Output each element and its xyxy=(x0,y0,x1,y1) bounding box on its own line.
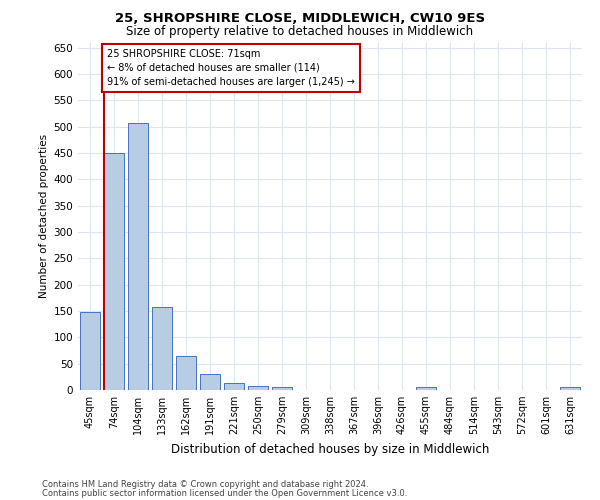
Bar xyxy=(104,153,124,390)
X-axis label: Distribution of detached houses by size in Middlewich: Distribution of detached houses by size … xyxy=(171,442,489,456)
Text: 25 SHROPSHIRE CLOSE: 71sqm
← 8% of detached houses are smaller (114)
91% of semi: 25 SHROPSHIRE CLOSE: 71sqm ← 8% of detac… xyxy=(107,49,355,87)
Bar xyxy=(152,307,172,390)
Bar xyxy=(224,383,244,390)
Bar xyxy=(272,388,292,390)
Y-axis label: Number of detached properties: Number of detached properties xyxy=(39,134,49,298)
Text: Size of property relative to detached houses in Middlewich: Size of property relative to detached ho… xyxy=(127,25,473,38)
Bar xyxy=(416,388,436,390)
Bar xyxy=(80,312,100,390)
Text: Contains public sector information licensed under the Open Government Licence v3: Contains public sector information licen… xyxy=(42,488,407,498)
Bar xyxy=(200,374,220,390)
Bar xyxy=(128,123,148,390)
Text: 25, SHROPSHIRE CLOSE, MIDDLEWICH, CW10 9ES: 25, SHROPSHIRE CLOSE, MIDDLEWICH, CW10 9… xyxy=(115,12,485,26)
Bar xyxy=(176,356,196,390)
Bar xyxy=(248,386,268,390)
Text: Contains HM Land Registry data © Crown copyright and database right 2024.: Contains HM Land Registry data © Crown c… xyxy=(42,480,368,489)
Bar xyxy=(560,388,580,390)
